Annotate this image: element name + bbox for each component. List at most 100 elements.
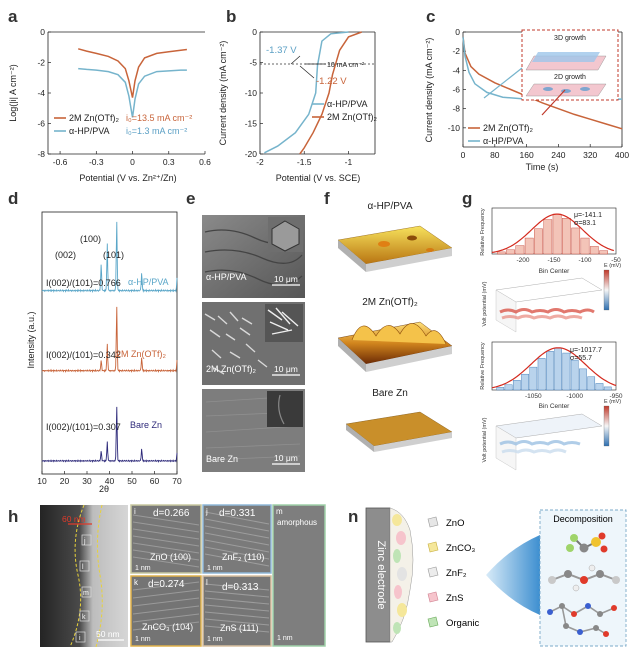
panel-d-xticks: 10 20 30 40 50 60 70: [37, 471, 182, 486]
ytick-label: -10: [448, 123, 461, 133]
tile-i-d: d=0.266: [153, 508, 190, 519]
panel-d-ratio-1: I(002)/(101)=0.766: [46, 278, 121, 288]
panel-a-yticks: -8 -6 -4 -2 0: [37, 27, 51, 159]
molecule-3: [547, 603, 617, 637]
panel-b-ann-3: 10 mA cm⁻²: [327, 62, 365, 69]
panel-a-legend-1: 2M Zn(OTf)₂: [69, 113, 119, 123]
panel-b-ann-2: -1.22 V: [316, 76, 347, 87]
xtick-label: 80: [490, 150, 500, 160]
panel-f: f α-HP/PVA 2M Zn(OTf)₂ Bare Zn: [324, 189, 453, 452]
xtick-label: -1000: [566, 393, 583, 400]
ytick-label: -4: [37, 88, 45, 98]
histogram-2-bars: [491, 347, 617, 391]
panel-d-ratio-3: I(002)/(101)=0.307: [46, 422, 121, 432]
tile-i-scale: 1 nm: [135, 565, 151, 572]
xtick-label: 240: [551, 150, 565, 160]
panel-h: h 60 nm j l m k i 50 nm i d=0.266 Zn: [8, 504, 326, 648]
tile-k-d: d=0.274: [148, 579, 185, 590]
panel-a-xlabel: Potential (V vs. Zn²⁺/Zn): [79, 173, 176, 183]
panel-c-ylabel: Current density (mA cm⁻²): [424, 38, 434, 143]
sem-image-1: α-HP/PVA 10 μm: [202, 215, 305, 298]
histogram-bar: [571, 227, 581, 255]
histogram-bar: [506, 249, 515, 255]
xtick-label: 70: [172, 476, 182, 486]
histogram-bar: [587, 376, 596, 391]
xtick-label: 40: [105, 476, 115, 486]
histogram-bar: [524, 237, 534, 255]
panel-d-name-3: Bare Zn: [130, 420, 162, 430]
tile-k-scale: 1 nm: [135, 636, 151, 643]
xtick-label: 20: [60, 476, 70, 486]
panel-c-inset-3d: 3D growth: [554, 35, 586, 42]
zinc-electrode: [365, 507, 391, 643]
legend-znf2: ZnF₂: [446, 568, 467, 579]
tile-j-scale: 1 nm: [207, 565, 223, 572]
panel-b-yticks: -20 -15 -10 -5 0: [245, 27, 263, 159]
tile-j-phase: ZnF₂ (110): [222, 552, 264, 562]
panel-e: e α-HP/PVA 10 μm 2M Zn(OTf)₂ 10 μm Bare …: [186, 189, 305, 472]
legend-znco3: ZnCO₃: [446, 543, 475, 554]
tile-l-letter: l: [206, 578, 208, 587]
panel-a-i0-1: i₀=13.5 mA cm⁻²: [126, 113, 192, 123]
series-line-1: [264, 31, 349, 154]
map-1-unit: E (mV): [604, 263, 621, 269]
panel-d-label: d: [8, 189, 18, 208]
hist-2-xlabel: Bin Center: [539, 403, 571, 410]
xrd-pattern-2: [41, 306, 178, 373]
panel-h-label: h: [8, 507, 18, 526]
histogram-bar: [521, 373, 529, 391]
tile-m-letter: m: [276, 507, 283, 516]
decomposition-arrow: [486, 535, 540, 615]
xtick-label: 50: [127, 476, 137, 486]
histogram-bar: [552, 213, 562, 255]
hist-2-sigma: σ=55.7: [570, 355, 592, 362]
lattice-tile-i: i d=0.266 ZnO (100) 1 nm: [130, 504, 202, 574]
map-1-ylabel: Volt potential (mV): [482, 281, 488, 326]
ytick-label: -10: [245, 88, 258, 98]
histogram-bar: [512, 380, 521, 391]
tile-m-phase: amorphous: [277, 518, 317, 527]
panel-b: b -20 -15 -10 -5 0 -2 -1.5 -1 Current density …: [218, 7, 377, 183]
xtick-label: -200: [516, 257, 529, 264]
panel-b-ylabel: Current density (mA cm⁻²): [218, 41, 228, 146]
ytick-label: -6: [37, 119, 45, 129]
ytick-label: -8: [37, 149, 45, 159]
panel-n-label: n: [348, 507, 358, 526]
panel-c-legend-2: α-HP/PVA: [483, 136, 524, 146]
panel-d-peak-100: (100): [80, 234, 101, 244]
decomposition-title: Decomposition: [553, 514, 613, 524]
tile-i-letter: i: [134, 507, 136, 516]
panel-d-name-2: 2M Zn(OTf)₂: [116, 349, 166, 359]
sem-label-2: 2M Zn(OTf)₂: [206, 364, 256, 374]
afm-title-3: Bare Zn: [372, 388, 408, 399]
histogram-bar: [546, 351, 554, 391]
ytick-label: 0: [40, 27, 45, 37]
afm-surface-2: [337, 321, 453, 372]
histogram-bar: [570, 359, 579, 391]
gaussian-fit: [491, 213, 615, 253]
xtick-label: 320: [583, 150, 597, 160]
xtick-label: -1.5: [297, 157, 312, 167]
afm-title-1: α-HP/PVA: [367, 201, 412, 212]
histogram-1-bars: [491, 213, 615, 255]
hist-2-mu: μ=-1017.7: [570, 347, 602, 354]
panel-b-legend-1: α-HP/PVA: [327, 99, 368, 109]
hrtem-thickness: 60 nm: [62, 514, 86, 524]
histogram-bar: [543, 219, 553, 255]
histogram-bar: [603, 386, 612, 391]
xtick-label: 0: [130, 157, 135, 167]
panel-d-ylabel: Intensity (a.u.): [26, 311, 36, 368]
panel-c-xticks: 0 80 160 240 320 400: [461, 144, 629, 160]
xtick-label: 0.6: [199, 157, 211, 167]
ytick-label: -5: [249, 58, 257, 68]
histogram-2-ticks: -1050 -1000 -950: [525, 393, 623, 400]
afm-surface-3: [345, 411, 453, 452]
panel-b-series: [264, 31, 362, 155]
gaussian-fit: [491, 347, 617, 389]
panel-f-label: f: [324, 189, 330, 208]
panel-c-label: c: [426, 7, 435, 26]
panel-b-xticks: -2 -1.5 -1: [256, 151, 353, 167]
xtick-label: 0.3: [163, 157, 175, 167]
panel-a-series: [78, 48, 187, 118]
